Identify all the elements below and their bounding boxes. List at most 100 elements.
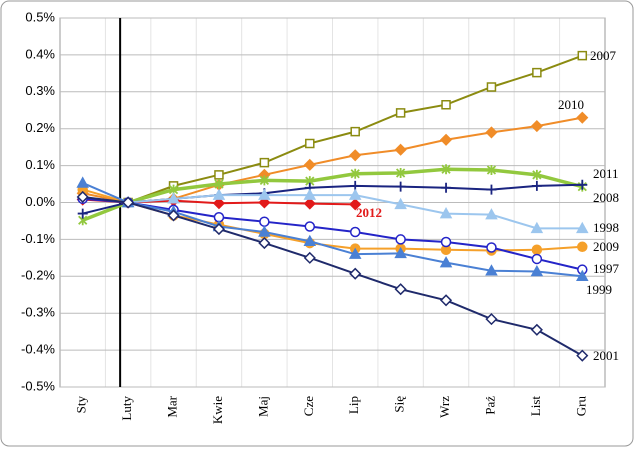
point — [531, 180, 542, 191]
point — [530, 120, 543, 133]
point — [395, 167, 406, 178]
y-tick-label: 0.0% — [25, 194, 55, 209]
y-tick-label: 0.4% — [25, 46, 55, 61]
point — [394, 197, 407, 210]
point — [77, 208, 88, 219]
point — [485, 264, 498, 276]
point — [576, 349, 589, 362]
series-line — [82, 197, 583, 271]
y-tick-label: 0.2% — [25, 120, 55, 135]
point — [167, 209, 180, 222]
point — [530, 221, 544, 234]
point — [531, 253, 543, 265]
point — [576, 221, 589, 234]
point — [395, 181, 406, 192]
y-tick-label: 0.5% — [25, 9, 55, 24]
point — [349, 226, 361, 238]
point — [486, 82, 497, 92]
x-tick-label: Wrz — [437, 396, 452, 418]
series-label: 2009 — [593, 239, 619, 254]
point — [259, 157, 270, 168]
point — [214, 170, 224, 180]
series-line — [82, 195, 583, 357]
point — [349, 198, 362, 211]
point — [212, 223, 226, 236]
point — [441, 99, 451, 110]
point — [258, 196, 271, 209]
point — [395, 108, 406, 118]
y-tick-label: 0.3% — [25, 83, 55, 98]
point — [530, 323, 543, 336]
point — [349, 149, 362, 162]
point — [304, 221, 316, 232]
x-tick-label: Lip — [346, 396, 361, 414]
point — [259, 216, 270, 227]
point — [122, 196, 135, 209]
point — [348, 247, 362, 259]
y-tick-label: -0.3% — [21, 305, 55, 320]
series-label: 2007 — [590, 48, 617, 63]
point — [303, 188, 317, 200]
point — [394, 143, 407, 156]
point — [486, 184, 497, 195]
y-tick-label: 0.1% — [25, 157, 55, 172]
point — [439, 294, 453, 307]
series-line — [82, 182, 583, 278]
series-label: 1997 — [593, 261, 620, 276]
point — [258, 237, 271, 250]
point — [576, 269, 589, 282]
y-tick-label: -0.2% — [21, 268, 55, 283]
point — [350, 126, 360, 137]
series-label: 2001 — [593, 348, 619, 363]
point — [486, 242, 497, 253]
point — [486, 165, 497, 176]
x-tick-label: Się — [392, 396, 407, 413]
x-tick-label: Sty — [74, 396, 89, 414]
point — [258, 188, 271, 200]
series-label: 1999 — [586, 282, 612, 297]
x-tick-label: Cze — [301, 396, 316, 416]
point — [303, 234, 317, 246]
point — [303, 158, 316, 171]
point — [212, 188, 226, 200]
point — [395, 234, 406, 245]
point — [577, 179, 588, 190]
series-label: 2008 — [593, 190, 619, 205]
point — [485, 126, 498, 139]
point — [76, 190, 89, 204]
point — [439, 133, 453, 146]
point — [577, 50, 588, 61]
point — [305, 138, 315, 149]
point — [258, 225, 271, 237]
point — [349, 267, 362, 280]
point — [440, 236, 452, 248]
point — [485, 313, 498, 326]
point — [303, 251, 316, 264]
point — [214, 179, 224, 190]
y-tick-label: -0.1% — [21, 231, 55, 246]
point — [350, 168, 360, 179]
point — [531, 244, 543, 255]
point — [577, 241, 588, 253]
point — [76, 176, 89, 188]
y-tick-label: -0.5% — [21, 378, 55, 393]
x-tick-label: Gru — [573, 396, 588, 417]
x-tick-label: Mar — [165, 395, 180, 417]
series-label: 2011 — [593, 166, 619, 181]
point — [532, 169, 542, 180]
series-line — [82, 167, 583, 222]
x-tick-label: Kwie — [210, 396, 225, 424]
point — [394, 283, 407, 296]
series-label: 1998 — [593, 220, 619, 235]
point — [441, 164, 451, 175]
series-label: 2012 — [356, 205, 382, 220]
point — [303, 197, 316, 210]
point — [167, 192, 180, 204]
point — [439, 207, 453, 219]
x-tick-label: Luty — [119, 396, 134, 421]
x-tick-label: List — [528, 396, 543, 417]
x-tick-label: Paź — [482, 396, 497, 415]
point — [485, 208, 498, 220]
x-tick-label: Maj — [255, 396, 270, 417]
